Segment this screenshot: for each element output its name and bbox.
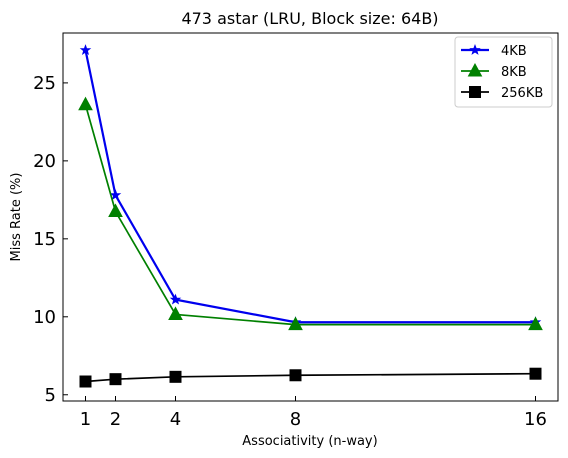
data-point	[168, 306, 183, 320]
series-line	[84, 104, 536, 326]
data-point	[79, 375, 92, 388]
y-tick-label: 25	[33, 73, 56, 94]
legend-marker	[469, 86, 481, 98]
data-point	[529, 367, 542, 380]
y-tick-label: 15	[33, 229, 56, 250]
chart-title: 473 astar (LRU, Block size: 64B)	[181, 9, 438, 28]
legend-label: 8KB	[501, 65, 527, 80]
x-axis-title: Associativity (n-way)	[242, 434, 377, 449]
series-layer	[78, 44, 543, 388]
x-tick-label: 1	[80, 409, 91, 430]
x-tick-label: 4	[170, 409, 181, 430]
tick-layer: 1 2 4 8 16 5 10 15 20 25	[33, 73, 547, 430]
data-point	[169, 370, 182, 383]
x-tick-label: 2	[110, 409, 121, 430]
series-line	[85, 372, 536, 383]
series-8kb	[78, 96, 543, 331]
legend-item: 256KB	[461, 86, 543, 101]
data-point	[109, 189, 122, 201]
data-point	[289, 369, 302, 382]
series-256kb	[79, 367, 542, 388]
y-tick-label: 20	[33, 151, 56, 172]
legend: 4KB 8KB 256KB	[454, 36, 553, 108]
data-point	[169, 293, 182, 305]
legend-items: 4KB 8KB 256KB	[461, 43, 543, 101]
y-tick-label: 10	[33, 307, 56, 328]
legend-label: 256KB	[501, 86, 543, 101]
legend-item: 8KB	[461, 62, 527, 80]
data-point	[79, 44, 92, 56]
y-axis-title: Miss Rate (%)	[9, 173, 24, 262]
data-point	[108, 203, 123, 218]
y-tick-label: 5	[45, 385, 56, 406]
data-point	[288, 316, 303, 331]
x-tick-label: 16	[524, 409, 547, 430]
plot-frame	[62, 32, 559, 402]
legend-marker	[467, 62, 483, 77]
data-point	[109, 373, 122, 386]
data-point	[528, 316, 543, 331]
x-tick-label: 8	[290, 409, 301, 430]
data-point	[78, 96, 93, 111]
legend-label: 4KB	[501, 44, 527, 59]
legend-marker	[469, 43, 481, 55]
legend-item: 4KB	[461, 43, 527, 59]
